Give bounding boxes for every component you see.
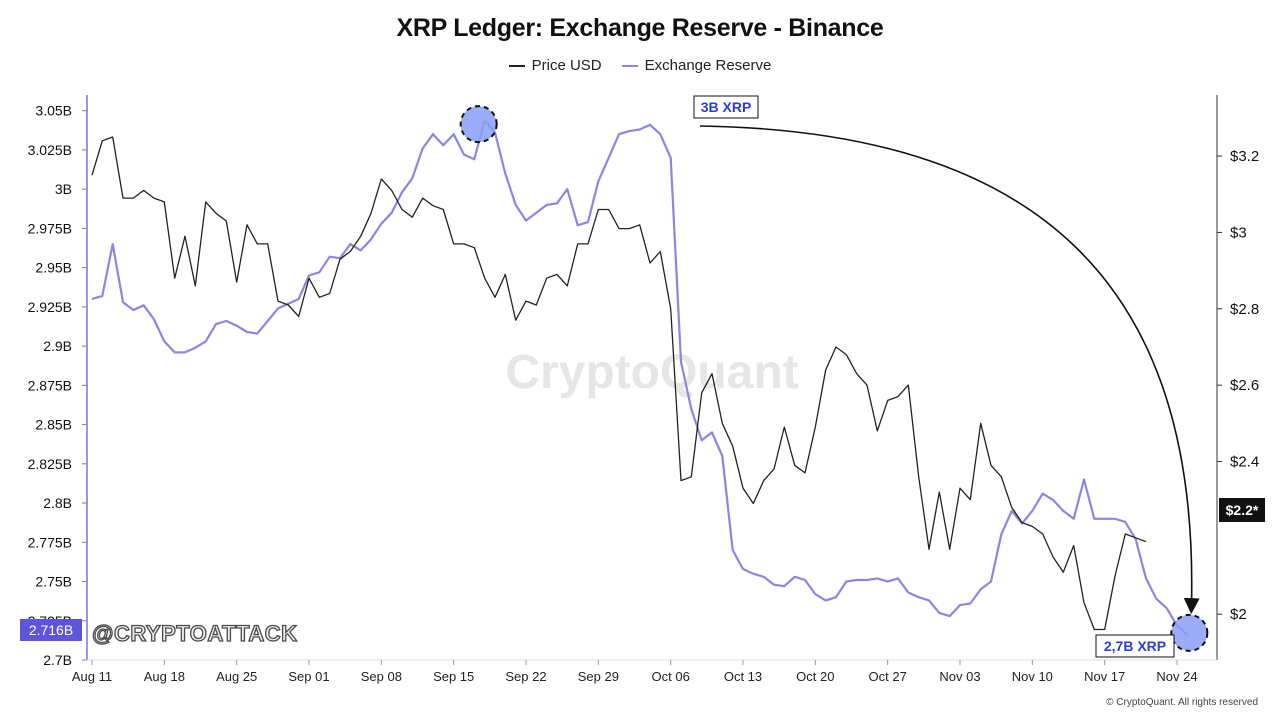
current-reserve-badge: 2.716B <box>20 619 82 641</box>
left-tick-label: 3.05B <box>35 103 72 119</box>
x-tick-label: Oct 20 <box>796 669 834 684</box>
left-tick-label: 2.95B <box>35 260 72 276</box>
x-tick-label: Nov 10 <box>1012 669 1053 684</box>
right-tick-label: $2 <box>1230 606 1247 623</box>
annotation-arrow <box>699 125 1200 615</box>
left-tick-label: 2.825B <box>28 456 72 472</box>
svg-text:2.716B: 2.716B <box>29 622 73 638</box>
x-tick-label: Oct 27 <box>869 669 907 684</box>
watermark: CryptoQuant <box>505 346 798 399</box>
annotation-label-bottom: 2,7B XRP <box>1095 634 1175 658</box>
legend-label-reserve: Exchange Reserve <box>644 57 772 74</box>
left-tick-label: 2.75B <box>35 574 72 590</box>
x-tick-label: Nov 24 <box>1156 669 1197 684</box>
annotation-label-top: 3B XRP <box>693 95 759 119</box>
legend-label-price: Price USD <box>531 57 602 74</box>
chart-title: XRP Ledger: Exchange Reserve - Binance <box>396 14 884 42</box>
annotation-circle-bottom <box>1170 613 1209 652</box>
legend-swatch-reserve <box>621 64 638 67</box>
x-tick-label: Sep 22 <box>505 669 546 684</box>
left-tick-label: 3.025B <box>28 142 72 158</box>
watermark-handle: @CRYPTOATTACK <box>92 621 298 646</box>
left-tick-label: 3B <box>55 181 72 197</box>
x-tick-label: Oct 13 <box>724 669 762 684</box>
annotation-circle-top <box>459 105 498 144</box>
right-tick-label: $2.8 <box>1230 301 1259 318</box>
current-price-badge: $2.2* <box>1219 498 1265 522</box>
svg-text:2,7B XRP: 2,7B XRP <box>1104 638 1166 654</box>
legend-swatch-price <box>508 64 525 67</box>
left-tick-label: 2.875B <box>28 377 72 393</box>
chart-legend: Price USD Exchange Reserve <box>0 57 1280 74</box>
left-tick-label: 2.925B <box>28 299 72 315</box>
x-tick-label: Sep 08 <box>361 669 402 684</box>
footer-copyright: © CryptoQuant. All rights reserved <box>1106 697 1258 708</box>
right-axis-ticks: $2 $2.4 $2.6 $2.8 $3 $3.2 <box>1217 148 1259 623</box>
x-tick-label: Sep 15 <box>433 669 474 684</box>
series-line-price-usd <box>91 136 1147 631</box>
legend-item-reserve[interactable]: Exchange Reserve <box>621 57 772 74</box>
x-tick-label: Sep 29 <box>578 669 619 684</box>
legend-item-price[interactable]: Price USD <box>508 57 602 74</box>
series-layer <box>91 118 1189 636</box>
right-tick-label: $2.6 <box>1230 377 1259 394</box>
x-tick-label: Aug 18 <box>144 669 185 684</box>
left-tick-label: 2.975B <box>28 220 72 236</box>
left-tick-label: 2.9B <box>43 338 72 354</box>
right-tick-label: $2.4 <box>1230 453 1259 470</box>
svg-text:3B XRP: 3B XRP <box>701 99 752 115</box>
left-tick-label: 2.775B <box>28 534 72 550</box>
svg-text:$2.2*: $2.2* <box>1226 502 1259 518</box>
left-tick-label: 2.7B <box>43 652 72 668</box>
x-tick-label: Nov 17 <box>1084 669 1125 684</box>
x-axis-ticks: Aug 11 Aug 18 Aug 25 Sep 01 Sep 08 Sep 15 Sep … <box>72 660 1198 684</box>
x-tick-label: Sep 01 <box>288 669 329 684</box>
x-tick-label: Nov 03 <box>939 669 980 684</box>
x-tick-label: Aug 11 <box>72 669 112 684</box>
right-tick-label: $3 <box>1230 224 1247 241</box>
left-tick-label: 2.8B <box>43 495 72 511</box>
left-axis-ticks: 2.7B2.725B2.75B2.775B2.8B2.825B2.85B2.87… <box>28 103 87 668</box>
x-tick-label: Oct 06 <box>652 669 690 684</box>
left-tick-label: 2.85B <box>35 417 72 433</box>
series-line-exchange-reserve <box>91 118 1189 636</box>
x-tick-label: Aug 25 <box>216 669 257 684</box>
right-tick-label: $3.2 <box>1230 148 1259 165</box>
